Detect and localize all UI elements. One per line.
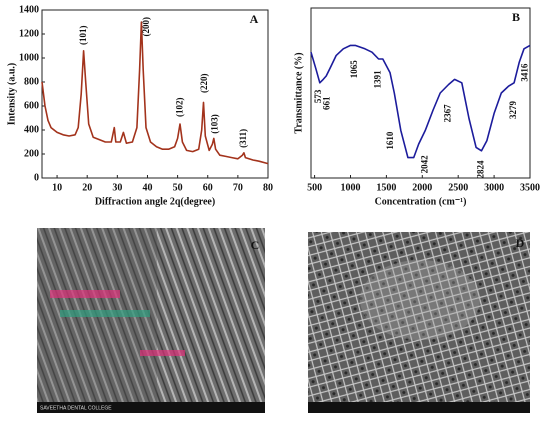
y-tick-label: 0	[34, 172, 39, 183]
x-axis-label: Concentration (cm⁻¹)	[375, 196, 467, 207]
sem-footer: SAVEETHA DENTAL COLLEGE	[40, 405, 112, 411]
annotation: 3416	[520, 63, 530, 82]
y-tick-label: 1000	[19, 52, 39, 63]
panel-label: D	[516, 236, 525, 250]
sem-image-c	[37, 228, 265, 413]
data-line	[310, 44, 531, 159]
annotation: 2367	[443, 104, 453, 123]
annotation: 1391	[373, 70, 383, 89]
panel-label: C	[251, 238, 260, 252]
x-tick-label: 1000	[340, 182, 360, 193]
annotation: (200)	[141, 17, 151, 37]
y-tick-label: 400	[24, 124, 39, 135]
annotation: 1610	[385, 131, 395, 150]
annotation: (311)	[238, 129, 248, 148]
annotation: (102)	[175, 97, 185, 117]
x-tick-label: 50	[173, 182, 183, 193]
y-tick-label: 1400	[19, 4, 39, 15]
y-axis-label: Intensity (a.u.)	[6, 63, 17, 126]
annotation: 1065	[349, 60, 359, 79]
annotation: 573	[313, 89, 323, 103]
x-tick-label: 2000	[412, 182, 432, 193]
plot-frame	[41, 9, 269, 179]
x-tick-label: 3500	[520, 182, 540, 193]
x-axis-label: Diffraction angle 2q(degree)	[95, 196, 215, 207]
panel-label: A	[250, 12, 259, 26]
plot-frame	[310, 7, 531, 179]
x-tick-label: 70	[233, 182, 243, 193]
x-tick-label: 500	[307, 182, 322, 193]
annotation: 2042	[419, 155, 429, 174]
y-tick-label: 600	[24, 100, 39, 111]
panel-label: B	[512, 10, 520, 24]
x-tick-label: 20	[82, 182, 92, 193]
x-tick-label: 60	[203, 182, 213, 193]
annotation: (101)	[78, 25, 88, 45]
y-tick-label: 800	[24, 76, 39, 87]
y-axis-label: Transmittance (%)	[293, 52, 304, 133]
annotation: (220)	[199, 73, 209, 93]
y-tick-label: 200	[24, 148, 39, 159]
y-tick-label: 1200	[19, 28, 39, 39]
sem-image-d	[308, 232, 530, 413]
data-line	[41, 21, 269, 165]
x-tick-label: 80	[263, 182, 273, 193]
x-tick-label: 30	[112, 182, 122, 193]
annotation: (103)	[209, 114, 219, 134]
annotation: 3279	[508, 101, 518, 120]
x-tick-label: 1500	[376, 182, 396, 193]
x-tick-label: 3000	[484, 182, 504, 193]
annotation: 2824	[476, 160, 486, 179]
x-tick-label: 10	[52, 182, 62, 193]
x-tick-label: 40	[142, 182, 152, 193]
annotation: 661	[322, 96, 332, 110]
x-tick-label: 2500	[448, 182, 468, 193]
